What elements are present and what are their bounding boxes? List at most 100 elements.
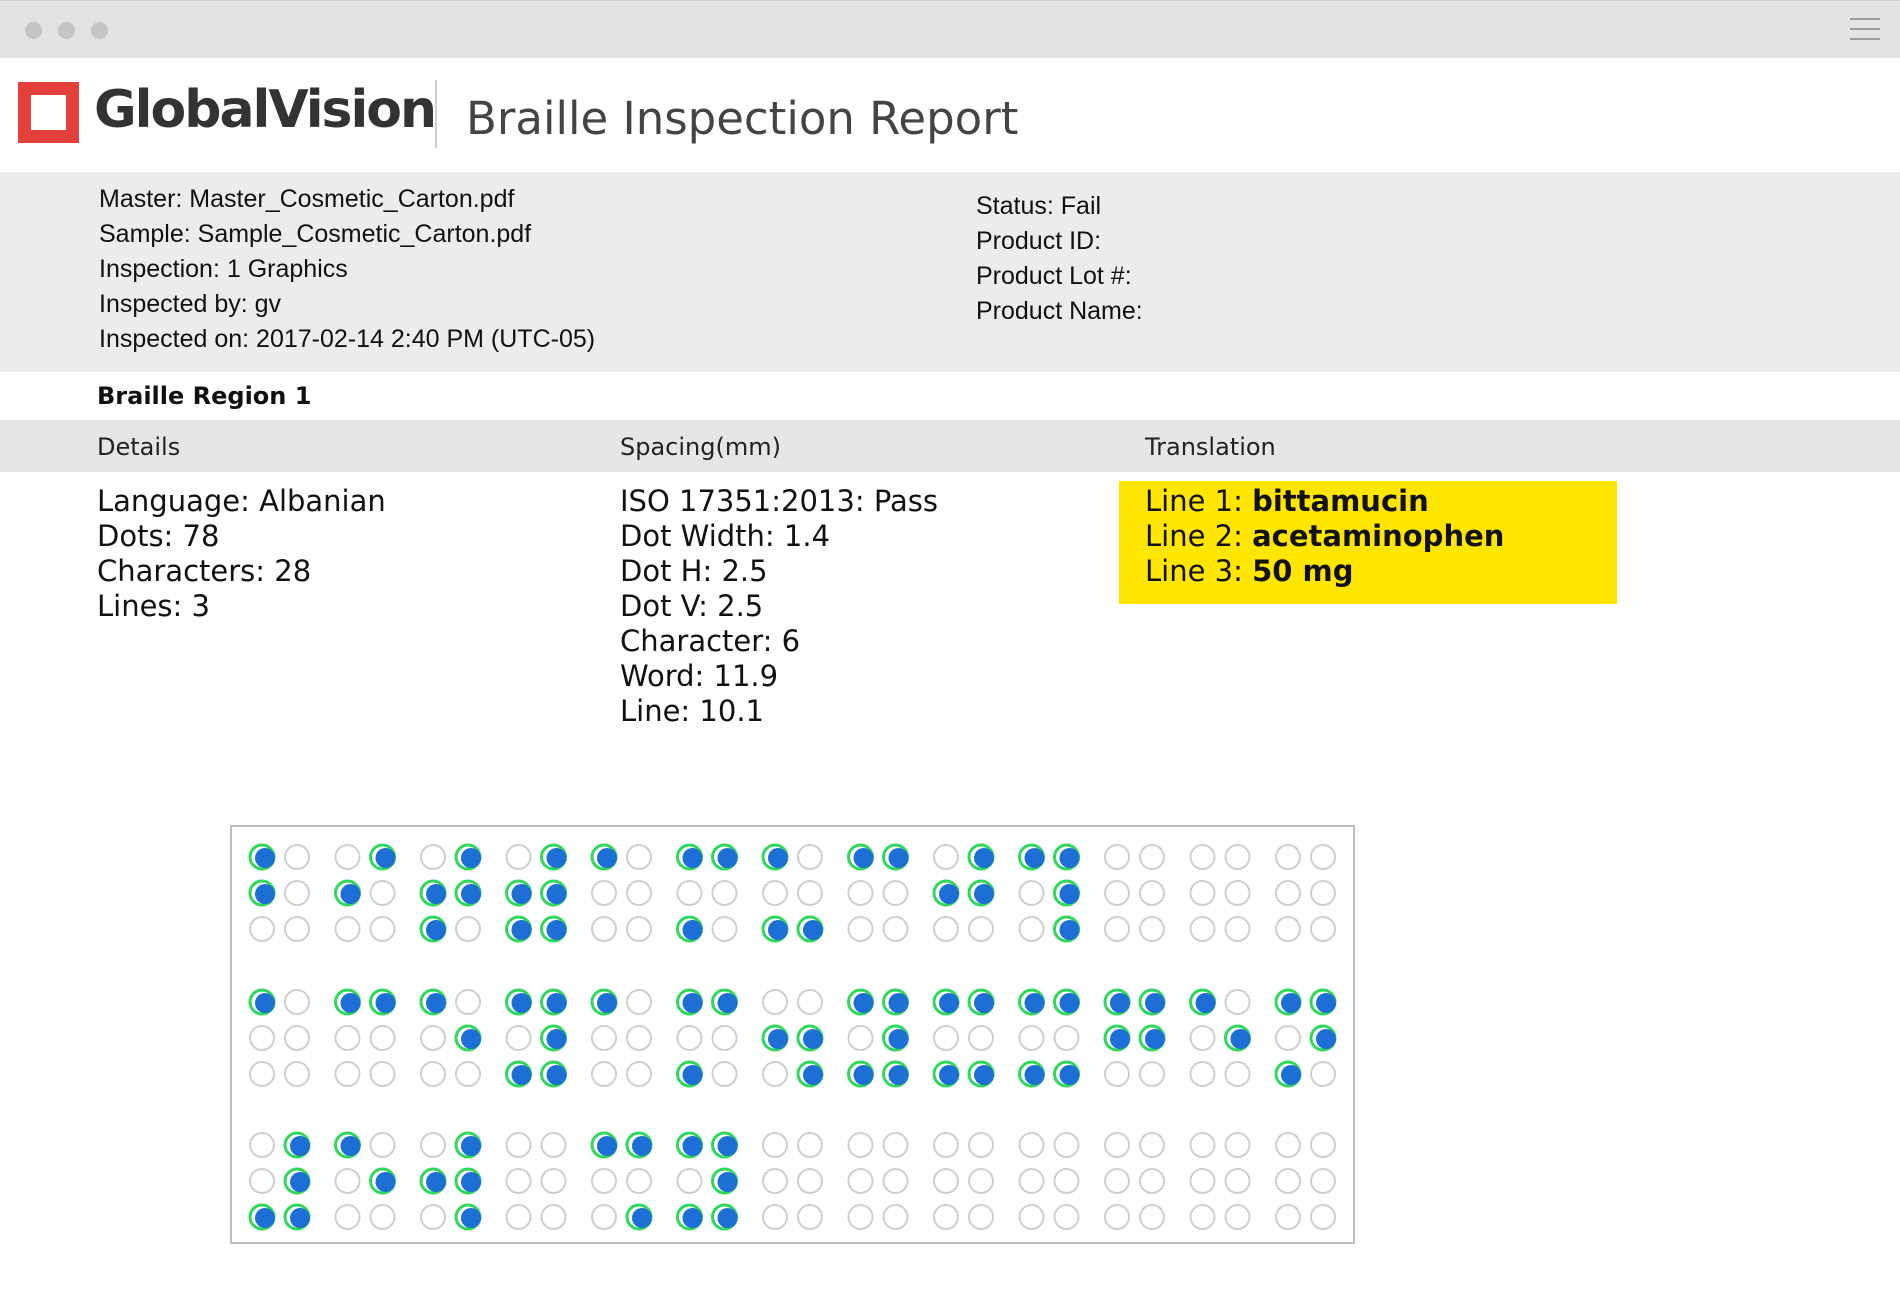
- braille-dot-raised: [888, 848, 909, 868]
- braille-dot-empty: [1275, 1132, 1301, 1158]
- translation-label: Line 2:: [1145, 519, 1253, 553]
- braille-dot-empty: [1310, 1168, 1336, 1194]
- braille-dot-raised: [682, 993, 703, 1013]
- page-title: Braille Inspection Report: [466, 92, 1019, 145]
- window-minimize-dot[interactable]: [58, 22, 75, 39]
- braille-dot-viewer: [230, 825, 1355, 1244]
- braille-dot-empty: [933, 1204, 959, 1230]
- braille-dot-raised: [1059, 993, 1080, 1013]
- braille-dot-empty: [505, 1168, 532, 1194]
- braille-cell: [419, 843, 482, 943]
- braille-dot-raised: [682, 848, 703, 868]
- braille-dot-raised: [803, 1065, 823, 1085]
- braille-dot-empty: [1189, 1204, 1216, 1230]
- braille-dot-raised: [340, 884, 361, 904]
- braille-dot-empty: [847, 1204, 874, 1230]
- braille-dot-empty: [1053, 1132, 1080, 1158]
- braille-dot-empty: [420, 1025, 446, 1051]
- braille-dot-empty: [933, 1132, 959, 1158]
- braille-dot-raised: [717, 1136, 738, 1156]
- braille-dot-raised: [340, 1136, 361, 1156]
- braille-dot-raised: [546, 1029, 567, 1049]
- braille-dot-empty: [1224, 880, 1251, 906]
- braille-dot-empty: [762, 1168, 788, 1194]
- braille-dot-raised: [974, 848, 994, 868]
- braille-dot-empty: [455, 916, 481, 942]
- braille-dot-empty: [1275, 916, 1301, 942]
- column-header-translation: Translation: [1145, 433, 1276, 461]
- braille-cell: [1018, 988, 1080, 1088]
- spacing-word: Word: 11.9: [620, 659, 779, 693]
- braille-dot-empty: [882, 1168, 909, 1194]
- braille-dot-raised: [511, 884, 532, 904]
- braille-dot-raised: [546, 993, 567, 1013]
- braille-cell: [334, 1131, 396, 1230]
- braille-dot-empty: [1018, 1132, 1045, 1158]
- meta-inspection: Inspection: 1 Graphics: [99, 255, 348, 283]
- braille-dot-empty: [249, 1025, 275, 1051]
- braille-dot-raised: [597, 848, 617, 868]
- braille-dot-empty: [249, 1132, 275, 1158]
- braille-dot-empty: [1053, 1168, 1080, 1194]
- braille-dot-grid: [248, 843, 1337, 1231]
- braille-cell: [676, 843, 738, 943]
- braille-dot-empty: [762, 880, 788, 906]
- braille-dot-empty: [626, 880, 652, 906]
- braille-dot-empty: [933, 1168, 959, 1194]
- braille-cell: [762, 1132, 823, 1230]
- braille-dot-empty: [1310, 1132, 1336, 1158]
- window-close-dot[interactable]: [25, 22, 42, 39]
- braille-dot-raised: [426, 884, 446, 904]
- braille-dot-empty: [420, 1132, 446, 1158]
- braille-dot-empty: [797, 1132, 823, 1158]
- braille-cell: [847, 1132, 909, 1230]
- window-maximize-dot[interactable]: [91, 22, 108, 39]
- hamburger-menu-icon[interactable]: [1850, 16, 1880, 42]
- braille-dot-raised: [255, 848, 275, 868]
- braille-dot-empty: [284, 880, 310, 906]
- braille-dot-empty: [420, 1204, 446, 1230]
- translation-line-1: Line 1: bittamucin: [1145, 484, 1617, 519]
- braille-dot-raised: [461, 1172, 481, 1192]
- braille-dot-raised: [255, 1208, 275, 1228]
- translation-line-3: Line 3: 50 mg: [1145, 554, 1617, 589]
- braille-dot-raised: [888, 1029, 909, 1049]
- braille-dot-raised: [546, 920, 567, 940]
- braille-dot-empty: [591, 1025, 617, 1051]
- braille-dot-raised: [461, 1136, 481, 1156]
- braille-dot-empty: [1139, 1168, 1165, 1194]
- braille-dot-empty: [1189, 1025, 1216, 1051]
- braille-dot-empty: [1053, 1204, 1080, 1230]
- braille-dot-empty: [369, 880, 396, 906]
- detail-lines: Lines: 3: [97, 589, 210, 623]
- braille-cell: [932, 843, 995, 942]
- braille-cell: [505, 1132, 567, 1230]
- braille-dot-empty: [1189, 1132, 1216, 1158]
- braille-dot-empty: [882, 880, 909, 906]
- braille-cell: [932, 988, 995, 1088]
- braille-dot-raised: [1059, 1065, 1080, 1085]
- braille-cell: [1275, 1132, 1336, 1230]
- braille-cell: [847, 843, 909, 942]
- braille-dot-raised: [1059, 848, 1080, 868]
- braille-dot-raised: [597, 993, 617, 1013]
- braille-cell: [676, 988, 738, 1088]
- braille-dot-empty: [797, 1204, 823, 1230]
- braille-dot-empty: [1224, 844, 1251, 870]
- braille-dot-empty: [933, 1025, 959, 1051]
- spacing-line: Line: 10.1: [620, 694, 764, 728]
- braille-dot-raised: [682, 1208, 703, 1228]
- braille-dot-raised: [1316, 993, 1336, 1013]
- braille-dot-empty: [968, 916, 994, 942]
- braille-dot-empty: [676, 880, 703, 906]
- braille-cell: [676, 1131, 738, 1231]
- braille-dot-empty: [1139, 844, 1165, 870]
- braille-dot-empty: [1104, 1204, 1130, 1230]
- braille-dot-raised: [290, 1172, 310, 1192]
- braille-dot-empty: [249, 916, 275, 942]
- spacing-character: Character: 6: [620, 624, 801, 658]
- spacing-dot-width: Dot Width: 1.4: [620, 519, 831, 553]
- braille-dot-raised: [1230, 1029, 1251, 1049]
- braille-dot-empty: [762, 1204, 788, 1230]
- braille-dot-raised: [340, 993, 361, 1013]
